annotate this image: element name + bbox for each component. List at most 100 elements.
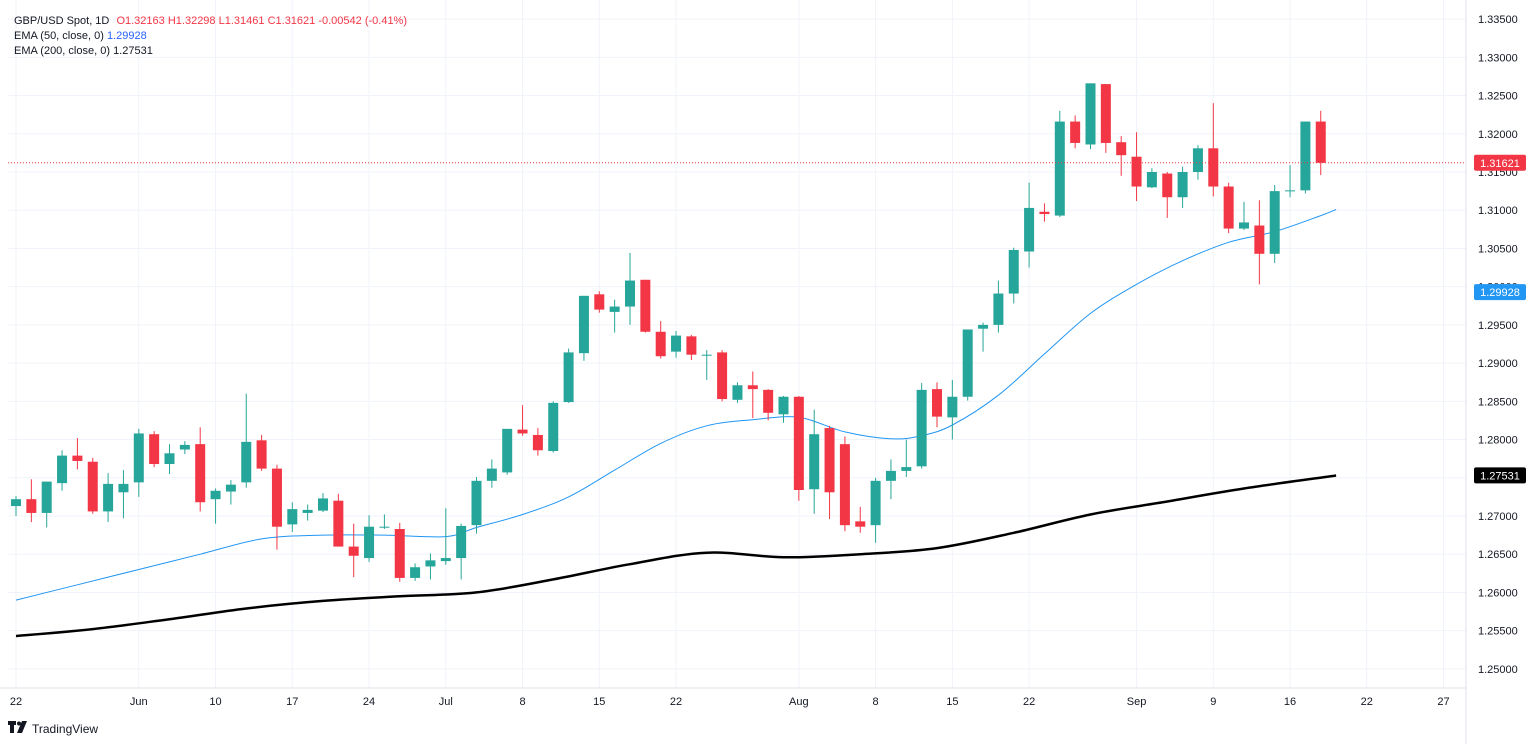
candle-body: [103, 483, 114, 512]
legend-ema200-row: EMA (200, close, 0) 1.27531: [14, 44, 407, 59]
ema50-value: 1.29928: [106, 30, 147, 42]
candle-up: [1024, 182, 1035, 268]
candle-body: [241, 441, 252, 483]
y-tick-label: 1.29000: [1478, 358, 1518, 370]
x-tick-label: 15: [946, 696, 958, 708]
candle-body: [1300, 121, 1311, 191]
candle-down: [1039, 203, 1050, 222]
x-tick-label: 8: [873, 696, 879, 708]
y-tick-label: 1.28000: [1478, 435, 1518, 447]
candle-up: [1300, 121, 1311, 194]
candle-down: [1162, 172, 1173, 218]
ema200-value: 1.27531: [113, 45, 153, 57]
x-tick-label: 15: [593, 696, 605, 708]
candle-up: [563, 348, 574, 403]
ema50-label: EMA (50, close, 0): [14, 30, 104, 42]
candle-body: [793, 396, 804, 491]
ema50-price-tag-text: 1.29928: [1480, 287, 1520, 299]
candle-body: [502, 428, 513, 473]
candle-up: [287, 502, 298, 533]
ema50-line: [15, 209, 1337, 601]
candle-up: [1085, 83, 1096, 150]
candle-body: [394, 528, 405, 578]
x-tick-label: Sep: [1127, 696, 1147, 708]
time-axis: 22 Jun 10 17 24 Jul 8 15 22 Aug 8 15 22 Sep 9 16 22 27: [10, 696, 1450, 708]
candle-down: [1254, 200, 1265, 285]
legend-ema50-row: EMA (50, close, 0) 1.29928: [14, 29, 407, 44]
x-tick-label: 22: [670, 696, 682, 708]
ema200-price-tag-text: 1.27531: [1480, 470, 1520, 482]
candle-body: [1131, 156, 1142, 187]
candle-down: [195, 427, 206, 512]
brand-label: TradingView: [32, 721, 99, 736]
candle-up: [732, 382, 743, 403]
candle-body: [978, 324, 989, 329]
candle-up: [1192, 145, 1203, 180]
ema50-layer: [15, 209, 1337, 601]
candle-body: [1315, 121, 1326, 163]
candle-body: [548, 402, 559, 452]
y-tick-label: 1.28500: [1478, 396, 1518, 408]
candle-body: [1070, 121, 1081, 143]
candle-body: [440, 558, 451, 562]
candle-body: [916, 389, 927, 467]
candle-up: [11, 496, 21, 516]
candle-down: [532, 428, 543, 456]
candle-body: [563, 352, 574, 403]
candle-body: [517, 429, 528, 434]
candle-body: [640, 279, 651, 332]
candle-down: [1315, 110, 1326, 176]
candle-body: [578, 295, 589, 354]
low-label: L: [218, 15, 225, 27]
candle-body: [1269, 191, 1280, 254]
candle-up: [302, 504, 313, 521]
x-tick-label: 27: [1437, 696, 1449, 708]
candle-up: [809, 409, 820, 514]
high-value: 1.32298: [175, 15, 216, 27]
chart-grid: [8, 0, 1466, 688]
high-label: H: [167, 15, 176, 27]
candle-up: [471, 477, 482, 534]
candle-up: [609, 299, 620, 333]
x-tick-label: 17: [286, 696, 298, 708]
candle-up: [701, 350, 712, 380]
candle-body: [210, 490, 221, 500]
ema200-price-tag-bg: [1474, 467, 1526, 484]
candle-body: [348, 546, 359, 556]
candle-body: [1208, 148, 1219, 187]
x-tick-label: 24: [363, 696, 375, 708]
legend-symbol-row: GBP/USD Spot, 1D O1.32163 H1.32298 L1.31…: [14, 14, 407, 29]
candle-body: [809, 434, 820, 490]
symbol-label: GBP/USD Spot, 1D: [14, 15, 110, 27]
close-value: 1.31621: [275, 15, 316, 27]
candle-body: [1008, 249, 1019, 294]
candle-body: [1146, 172, 1157, 188]
candle-body: [271, 468, 282, 527]
candle-up: [379, 514, 390, 529]
candle-body: [26, 499, 37, 513]
open-value: 1.32163: [125, 15, 165, 27]
candle-up: [885, 459, 896, 500]
candle-body: [133, 433, 144, 483]
candle-up: [164, 444, 175, 474]
candle-body: [932, 389, 942, 417]
candle-up: [364, 515, 375, 562]
tradingview-brand[interactable]: TradingView: [8, 721, 98, 736]
y-tick-label: 1.26000: [1478, 587, 1518, 599]
candle-up: [947, 379, 958, 440]
candle-up: [625, 253, 635, 325]
candle-down: [348, 523, 359, 578]
candle-body: [179, 444, 190, 450]
candle-down: [932, 382, 942, 428]
candle-body: [1054, 121, 1065, 216]
candle-up: [502, 428, 513, 475]
candle-up: [978, 322, 989, 352]
candle-body: [11, 499, 21, 507]
candle-body: [287, 509, 298, 525]
x-tick-label: Jun: [130, 696, 148, 708]
candle-body: [302, 509, 313, 513]
candle-down: [1100, 84, 1111, 153]
y-tick-label: 1.25000: [1478, 664, 1518, 676]
candle-up: [778, 395, 789, 423]
